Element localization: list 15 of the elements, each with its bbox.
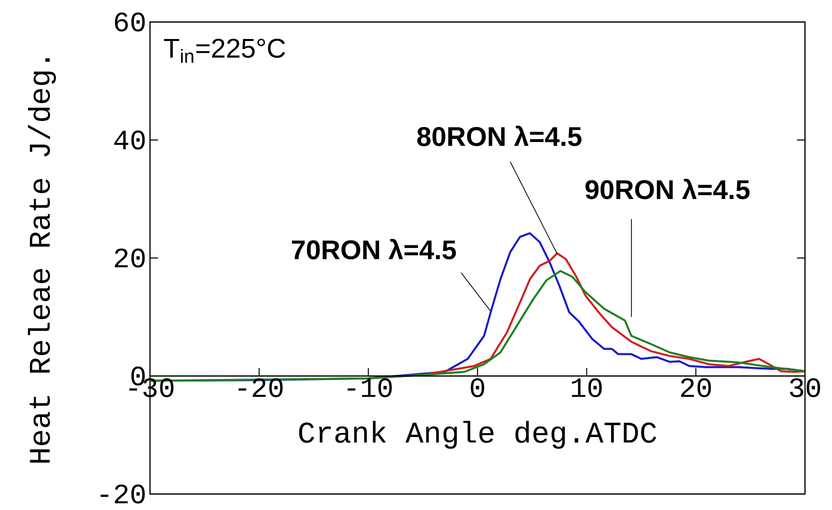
y-tick-label: -20 (100, 484, 145, 504)
y-tick-label: 40 (114, 130, 145, 150)
x-axis-title: Crank Angle deg.ATDC (299, 420, 656, 449)
x-tick-label: -20 (238, 378, 283, 398)
y-axis-title: Heat Releae Rate J/deg. (28, 58, 56, 463)
series-label: 70RON λ=4.5 (292, 238, 456, 260)
x-tick-label: 20 (681, 378, 711, 398)
text: 90RON λ=4.5 (585, 178, 750, 200)
y-tick-label: 60 (114, 12, 145, 32)
x-tick-label: -10 (348, 378, 392, 398)
x-tick-label: 0 (470, 378, 484, 398)
annotation: T$_{in}$=225°C (164, 38, 286, 63)
text: 80RON λ=4.5 (417, 126, 582, 146)
y-tick-label: 20 (114, 248, 145, 268)
x-tick-label: 10 (572, 378, 602, 398)
